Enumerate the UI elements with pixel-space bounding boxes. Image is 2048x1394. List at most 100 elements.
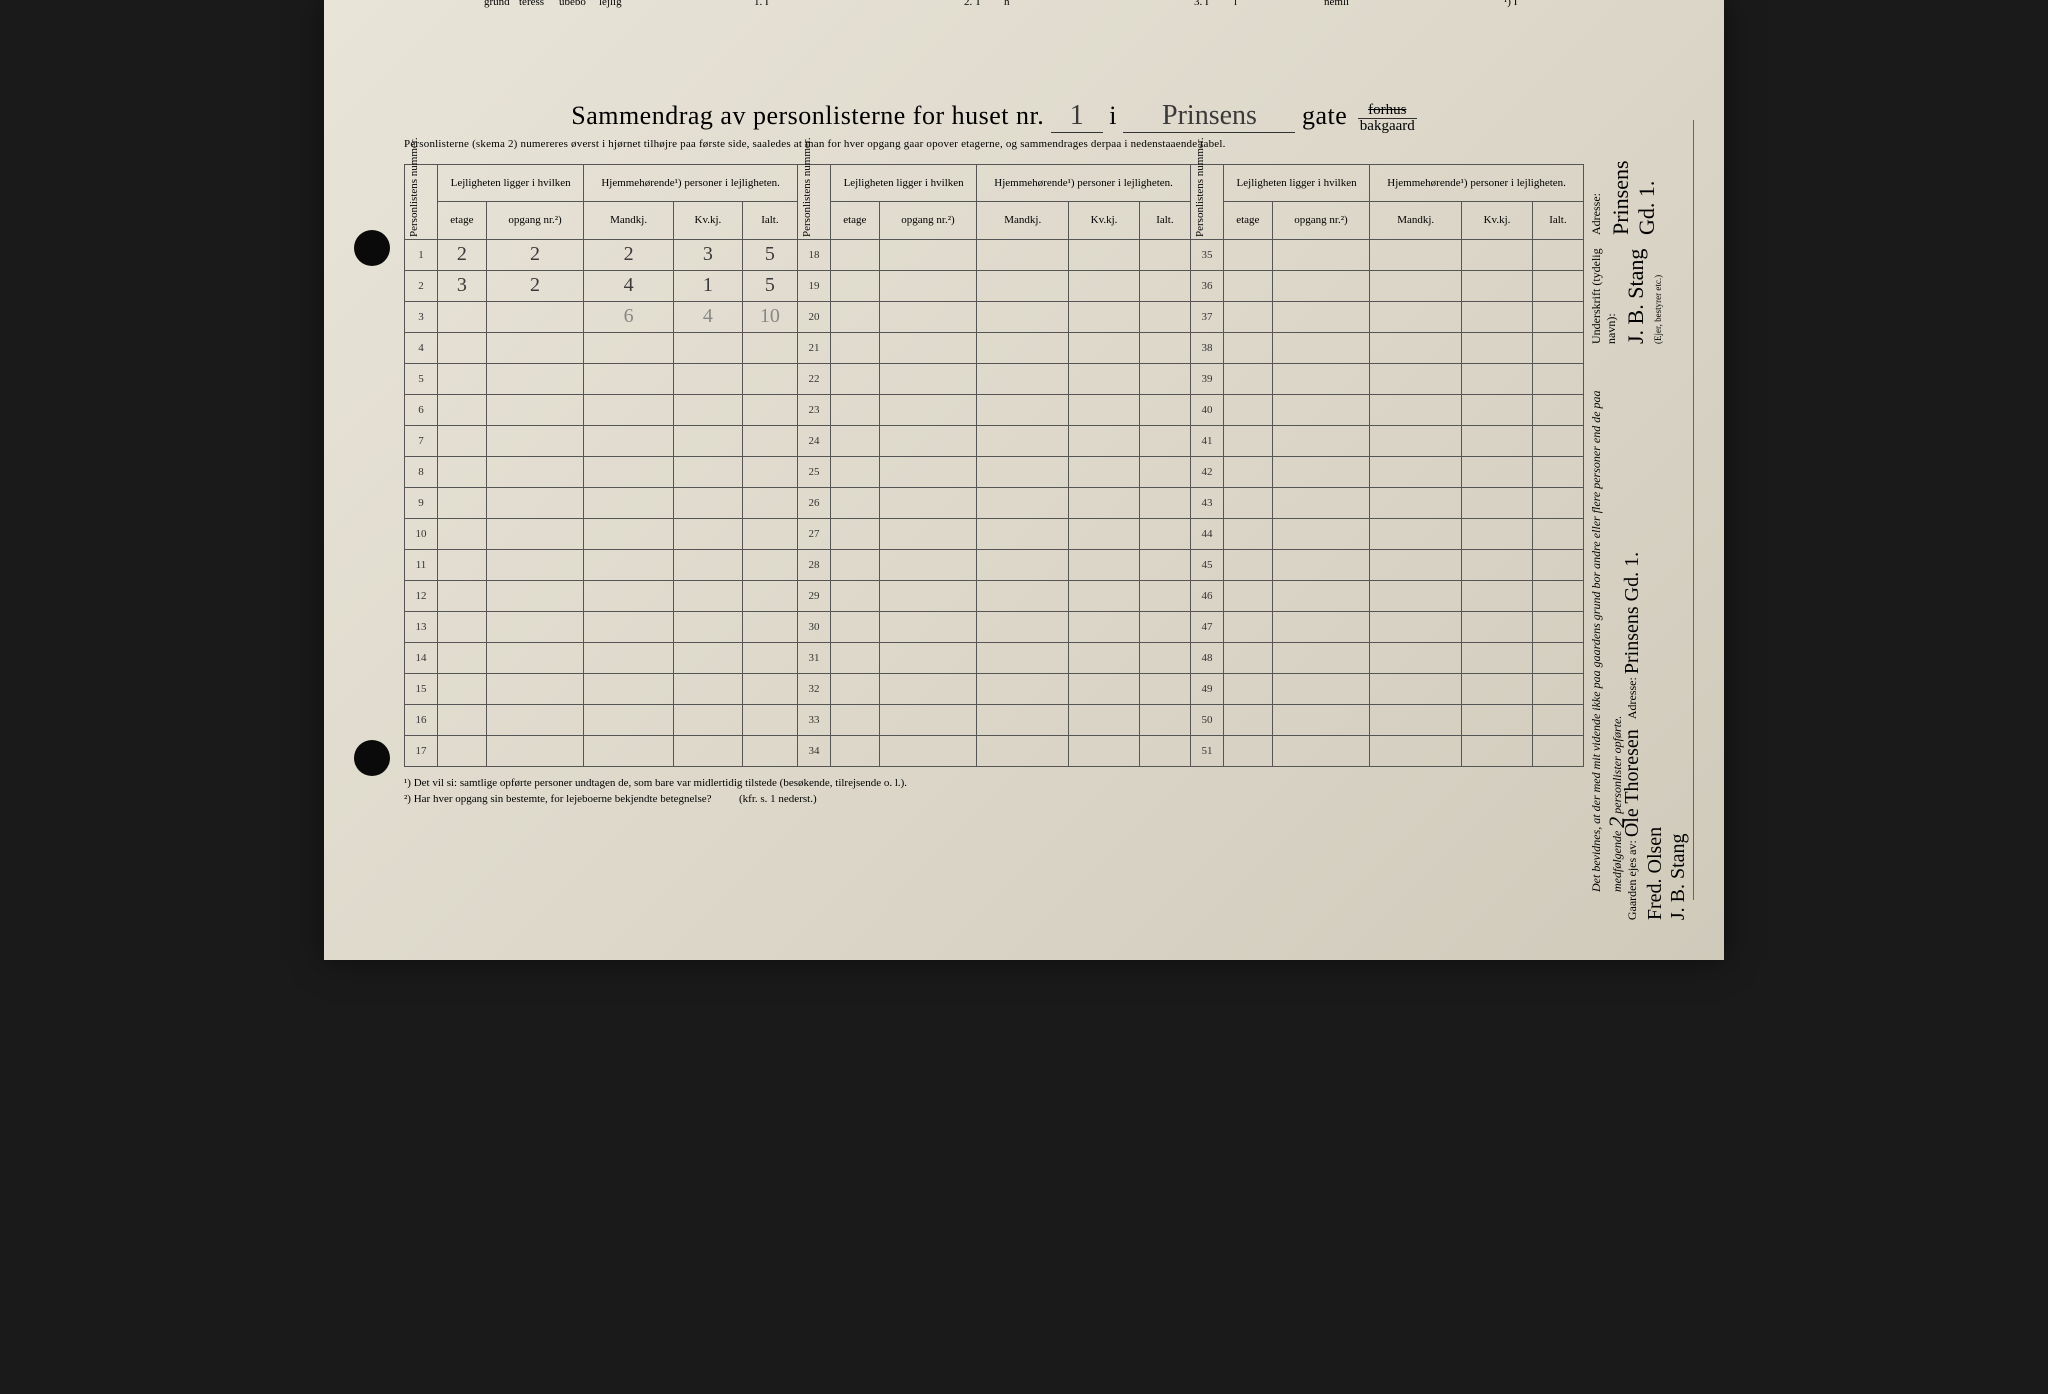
- table-cell: [673, 518, 742, 549]
- table-cell: [673, 487, 742, 518]
- table-cell: [1462, 611, 1533, 642]
- table-cell: [830, 549, 879, 580]
- table-cell: [1272, 394, 1370, 425]
- table-cell: [1139, 704, 1190, 735]
- table-cell: [879, 642, 977, 673]
- main-content: Sammendrag av personlisterne for huset n…: [404, 100, 1584, 809]
- table-cell: [1462, 487, 1533, 518]
- table-cell: [1370, 301, 1462, 332]
- table-cell: [1272, 363, 1370, 394]
- row-number: 19: [797, 270, 830, 301]
- table-cell: [584, 611, 674, 642]
- bottom-owner-block: Gaarden ejes av: Ole Thoresen Fred. Olse…: [1621, 552, 1690, 920]
- adresse-bottom: Prinsens Gd. 1.: [1621, 552, 1643, 674]
- table-cell: [584, 363, 674, 394]
- col-hjemme: Hjemmehørende¹) personer i lejligheten.: [1370, 164, 1584, 202]
- table-cell: [486, 518, 584, 549]
- table-row: 163350: [405, 704, 1584, 735]
- table-cell: [584, 487, 674, 518]
- row-number: 22: [797, 363, 830, 394]
- table-row: 364102037: [405, 301, 1584, 332]
- table-cell: [1462, 580, 1533, 611]
- table-row: 82542: [405, 456, 1584, 487]
- table-cell: [1532, 301, 1583, 332]
- table-cell: [830, 425, 879, 456]
- table-cell: 4: [584, 270, 674, 301]
- table-cell: [1069, 673, 1140, 704]
- col-lejlighet: Lejligheten ligger i hvilken: [830, 164, 976, 202]
- table-cell: [742, 363, 797, 394]
- table-cell: [438, 456, 487, 487]
- table-row: 102744: [405, 518, 1584, 549]
- punch-hole: [354, 740, 390, 776]
- col-kvkj: Kv.kj.: [1462, 202, 1533, 240]
- table-cell: [977, 487, 1069, 518]
- adresse-value: Prinsens Gd. 1.: [1608, 128, 1660, 235]
- table-cell: [486, 332, 584, 363]
- table-cell: [1139, 394, 1190, 425]
- col-mandkj: Mandkj.: [584, 202, 674, 240]
- table-cell: [1223, 301, 1272, 332]
- table-cell: [1370, 518, 1462, 549]
- col-personlist: Personlistens nummer.: [408, 167, 420, 237]
- table-cell: [1272, 642, 1370, 673]
- table-cell: [977, 456, 1069, 487]
- table-cell: [1532, 518, 1583, 549]
- table-cell: [584, 673, 674, 704]
- row-number: 35: [1190, 239, 1223, 270]
- table-cell: [1462, 704, 1533, 735]
- col-opgang: opgang nr.²): [879, 202, 977, 240]
- table-cell: 5: [742, 239, 797, 270]
- table-cell: [977, 704, 1069, 735]
- table-cell: [1462, 270, 1533, 301]
- table-cell: [977, 301, 1069, 332]
- table-cell: [1272, 239, 1370, 270]
- table-cell: [1069, 487, 1140, 518]
- table-cell: [1370, 363, 1462, 394]
- fragment: grund: [484, 0, 510, 8]
- table-cell: [1370, 704, 1462, 735]
- col-etage: etage: [1223, 202, 1272, 240]
- table-cell: [1223, 270, 1272, 301]
- table-cell: [673, 332, 742, 363]
- table-cell: [830, 239, 879, 270]
- table-cell: [584, 332, 674, 363]
- table-cell: [742, 425, 797, 456]
- table-cell: [1272, 704, 1370, 735]
- table-cell: [879, 704, 977, 735]
- table-cell: [1223, 611, 1272, 642]
- col-opgang: opgang nr.²): [1272, 202, 1370, 240]
- table-cell: [742, 704, 797, 735]
- table-cell: [584, 456, 674, 487]
- table-cell: [1223, 456, 1272, 487]
- table-cell: [742, 611, 797, 642]
- table-cell: [673, 673, 742, 704]
- table-cell: [879, 394, 977, 425]
- col-etage: etage: [830, 202, 879, 240]
- table-cell: [1139, 549, 1190, 580]
- col-ialt: Ialt.: [742, 202, 797, 240]
- table-cell: [1223, 673, 1272, 704]
- table-cell: [830, 456, 879, 487]
- table-cell: [673, 394, 742, 425]
- table-cell: [830, 580, 879, 611]
- document-page: grund teress ubebo lejlig 1. I 2. T h 3.…: [324, 0, 1724, 960]
- row-number: 3: [405, 301, 438, 332]
- table-cell: [1223, 735, 1272, 766]
- table-cell: [1272, 673, 1370, 704]
- table-cell: [1069, 549, 1140, 580]
- table-cell: [830, 642, 879, 673]
- table-cell: 10: [742, 301, 797, 332]
- table-cell: [1370, 270, 1462, 301]
- table-cell: [742, 580, 797, 611]
- table-cell: [742, 518, 797, 549]
- table-cell: [584, 735, 674, 766]
- row-number: 15: [405, 673, 438, 704]
- row-number: 45: [1190, 549, 1223, 580]
- table-cell: [742, 487, 797, 518]
- row-number: 30: [797, 611, 830, 642]
- table-cell: [977, 580, 1069, 611]
- table-cell: [486, 394, 584, 425]
- table-cell: [977, 518, 1069, 549]
- instruction-line: Personlisterne (skema 2) numereres øvers…: [404, 138, 1584, 150]
